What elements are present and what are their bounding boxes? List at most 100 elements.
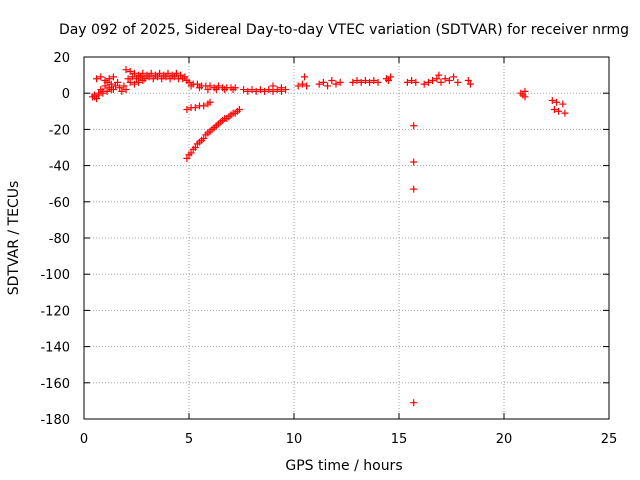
data-point-plus bbox=[172, 69, 180, 77]
data-point-plus bbox=[183, 105, 191, 113]
data-point-plus bbox=[193, 80, 201, 88]
data-point-plus bbox=[244, 87, 252, 95]
data-point-plus bbox=[445, 77, 453, 85]
y-tick-labels: 20 0 -20 -40 -60 -80 -100 -120 -140 -160 -180 bbox=[40, 51, 70, 428]
grid-lines bbox=[84, 57, 609, 419]
data-point-plus bbox=[156, 69, 164, 77]
data-point-plus bbox=[429, 77, 437, 85]
data-point-plus bbox=[130, 80, 138, 88]
data-point-plus bbox=[261, 87, 269, 95]
y-tick-label: -100 bbox=[40, 268, 70, 283]
data-point-plus bbox=[120, 82, 128, 90]
data-point-plus bbox=[93, 75, 101, 83]
data-point-plus bbox=[349, 78, 357, 86]
data-point-plus bbox=[454, 78, 462, 86]
y-tick-label: -80 bbox=[49, 232, 70, 247]
data-point-plus bbox=[196, 84, 203, 92]
data-point-plus bbox=[229, 86, 237, 94]
data-point-plus bbox=[105, 75, 113, 83]
data-point-plus bbox=[221, 86, 229, 94]
data-point-plus bbox=[99, 89, 107, 97]
data-point-plus bbox=[403, 78, 411, 86]
data-point-plus bbox=[126, 67, 134, 75]
y-tick-label: -20 bbox=[49, 123, 70, 138]
data-point-plus bbox=[548, 96, 556, 104]
data-point-plus bbox=[206, 98, 214, 106]
data-point-plus bbox=[387, 73, 395, 81]
data-point-plus bbox=[154, 73, 161, 81]
y-axis-label: SDTVAR / TECUs bbox=[6, 181, 22, 296]
data-point-plus bbox=[118, 87, 126, 95]
data-point-plus bbox=[550, 105, 558, 113]
axis-ticks bbox=[83, 56, 610, 420]
chart-title: Day 092 of 2025, Sidereal Day-to-day VTE… bbox=[59, 22, 629, 38]
data-point-plus bbox=[408, 77, 416, 85]
y-tick-label: -60 bbox=[49, 196, 70, 211]
data-point-plus bbox=[265, 86, 273, 94]
y-tick-label: 0 bbox=[62, 87, 70, 102]
x-tick-label: 20 bbox=[496, 432, 513, 447]
data-point-plus bbox=[256, 86, 264, 94]
data-point-plus bbox=[410, 399, 418, 407]
data-point-plus bbox=[269, 82, 277, 90]
data-point-plus bbox=[126, 78, 134, 86]
data-point-plus bbox=[162, 73, 170, 81]
data-point-plus bbox=[124, 75, 132, 83]
x-tick-label: 15 bbox=[391, 432, 408, 447]
data-point-plus bbox=[183, 154, 191, 162]
data-point-plus bbox=[214, 82, 222, 90]
y-tick-label: 20 bbox=[53, 51, 70, 66]
data-point-plus bbox=[301, 73, 308, 81]
data-point-plus bbox=[128, 73, 136, 81]
y-tick-label: -120 bbox=[40, 304, 70, 319]
data-point-plus bbox=[366, 78, 374, 86]
data-point-plus bbox=[282, 86, 290, 94]
data-point-plus bbox=[145, 73, 153, 81]
data-point-plus bbox=[235, 105, 243, 113]
data-point-plus bbox=[357, 78, 365, 86]
data-point-plus bbox=[561, 109, 569, 117]
data-point-plus bbox=[130, 69, 138, 77]
data-point-plus bbox=[97, 73, 105, 81]
data-point-plus bbox=[200, 102, 208, 110]
data-point-plus bbox=[191, 104, 199, 112]
data-point-plus bbox=[361, 77, 369, 85]
data-point-plus bbox=[324, 82, 332, 90]
y-tick-label: -140 bbox=[40, 341, 70, 356]
data-point-plus bbox=[370, 77, 378, 85]
x-tick-labels: 0 5 10 15 20 25 bbox=[80, 432, 617, 447]
data-point-plus bbox=[298, 80, 306, 88]
data-point-plus bbox=[158, 75, 166, 83]
x-tick-label: 25 bbox=[601, 432, 618, 447]
data-point-plus bbox=[164, 69, 172, 77]
data-point-plus bbox=[191, 144, 199, 151]
data-point-plus bbox=[133, 75, 140, 83]
data-point-plus bbox=[315, 80, 323, 88]
data-point-plus bbox=[187, 82, 195, 90]
data-point-plus bbox=[139, 69, 147, 77]
data-point-plus bbox=[112, 82, 119, 90]
data-point-plus bbox=[107, 86, 115, 94]
y-tick-label: -40 bbox=[49, 160, 70, 175]
data-point-plus bbox=[410, 185, 418, 193]
data-point-plus bbox=[101, 77, 109, 85]
data-point-plus bbox=[116, 84, 124, 92]
data-point-plus bbox=[328, 77, 336, 85]
data-point-plus bbox=[412, 78, 420, 86]
data-point-plus bbox=[185, 78, 193, 86]
data-point-plus bbox=[166, 75, 174, 83]
data-point-plus bbox=[122, 66, 130, 74]
data-point-plus bbox=[248, 86, 256, 94]
data-point-plus bbox=[204, 86, 212, 94]
data-point-plus bbox=[385, 77, 392, 85]
data-point-plus bbox=[212, 86, 220, 94]
data-point-plus bbox=[555, 107, 563, 115]
data-point-plus bbox=[332, 80, 340, 88]
data-point-plus bbox=[109, 73, 117, 81]
data-point-plus bbox=[303, 82, 311, 90]
data-point-plus bbox=[353, 77, 361, 85]
data-points bbox=[88, 66, 569, 407]
data-point-plus bbox=[206, 82, 214, 90]
data-point-plus bbox=[410, 158, 418, 166]
data-point-plus bbox=[91, 93, 98, 101]
